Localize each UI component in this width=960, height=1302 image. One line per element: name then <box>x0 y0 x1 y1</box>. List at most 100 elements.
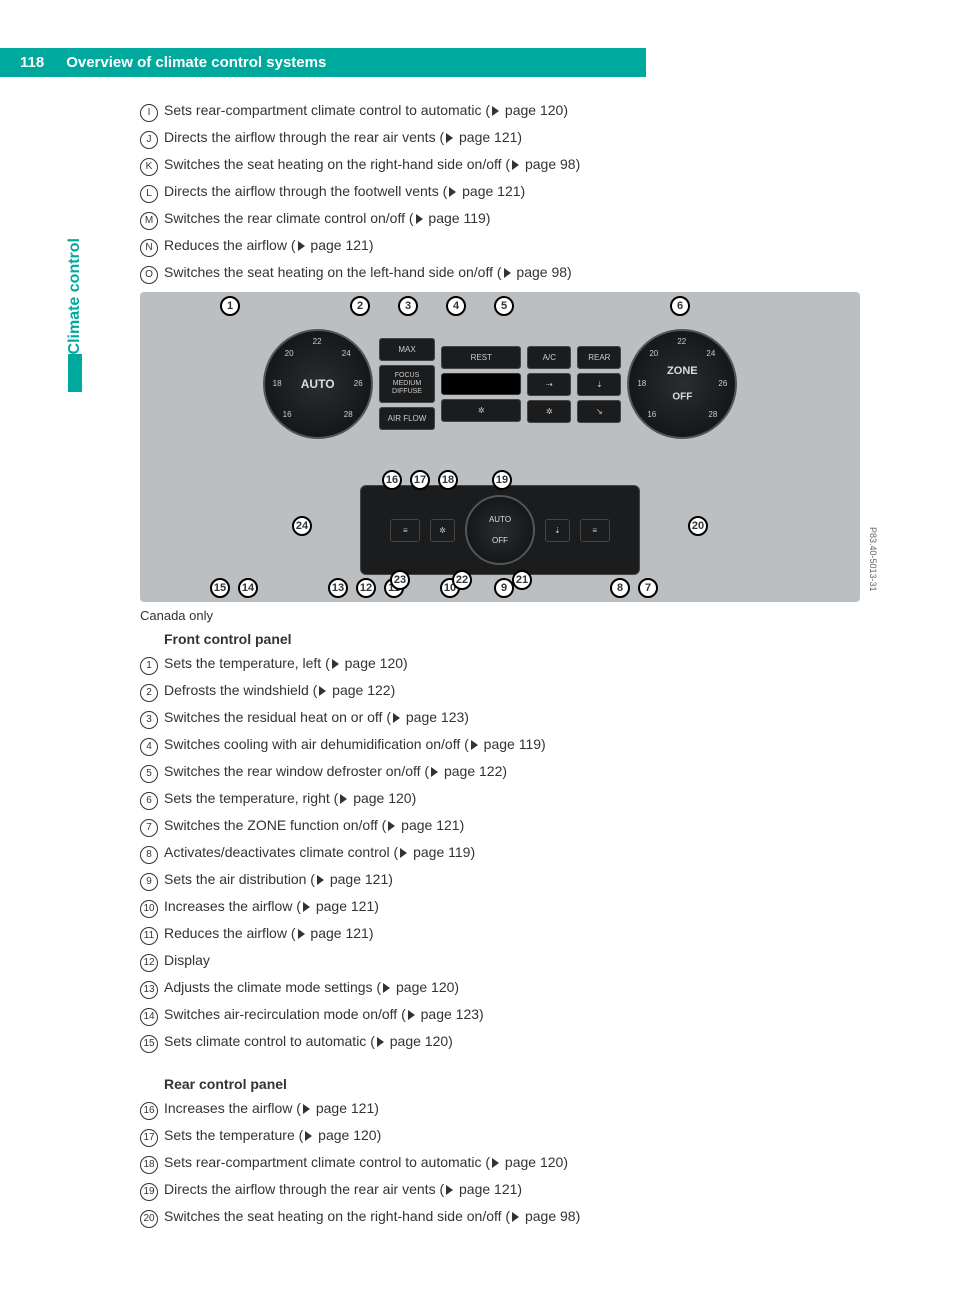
list-item: 12Display <box>140 950 860 972</box>
rear-panel-diagram: 16 17 18 19 24 ≡ ✲ AUTO OFF ⇣ ≡ 20 23 <box>152 470 848 590</box>
display-bars <box>441 373 521 395</box>
list-item: 3Switches the residual heat on or off ( … <box>140 707 860 729</box>
triangle-icon <box>317 875 324 885</box>
item-marker: 17 <box>140 1125 164 1147</box>
figure-caption: Canada only <box>140 608 860 623</box>
item-text: Defrosts the windshield ( page 122) <box>164 680 860 701</box>
item-text: Adjusts the climate mode settings ( page… <box>164 977 860 998</box>
rear-vent: ⇣ <box>545 519 570 542</box>
callout-2: 2 <box>350 296 370 316</box>
triangle-icon <box>492 1158 499 1168</box>
callout-20: 20 <box>688 516 708 536</box>
item-text: Switches the residual heat on or off ( p… <box>164 707 860 728</box>
front-panel-title: Front control panel <box>164 631 860 647</box>
item-marker: 5 <box>140 761 164 783</box>
list-item: 5Switches the rear window defroster on/o… <box>140 761 860 783</box>
triangle-icon <box>340 794 347 804</box>
rear-temp-dial: AUTO OFF <box>465 495 535 565</box>
triangle-icon <box>446 1185 453 1195</box>
list-item: 14Switches air-recirculation mode on/off… <box>140 1004 860 1026</box>
button-column-1: MAX FOCUS MEDIUM DIFFUSE AIR FLOW <box>379 338 436 429</box>
triangle-icon <box>471 740 478 750</box>
item-marker: L <box>140 181 164 203</box>
item-marker: 16 <box>140 1098 164 1120</box>
item-marker: 11 <box>140 923 164 945</box>
list-item: 8Activates/deactivates climate control (… <box>140 842 860 864</box>
triangle-icon <box>377 1037 384 1047</box>
callout-1: 1 <box>220 296 240 316</box>
list-item: ISets rear-compartment climate control t… <box>140 100 860 122</box>
item-text: Sets rear-compartment climate control to… <box>164 100 860 121</box>
list-item: 16Increases the airflow ( page 121) <box>140 1098 860 1120</box>
list-item: 4Switches cooling with air dehumidificat… <box>140 734 860 756</box>
item-marker: 20 <box>140 1206 164 1228</box>
list-item: 9Sets the air distribution ( page 121) <box>140 869 860 891</box>
callout-3: 3 <box>398 296 418 316</box>
rear-button: REAR <box>577 346 621 369</box>
vent-button: ⇢ <box>527 373 571 396</box>
item-text: Display <box>164 950 860 971</box>
item-text: Sets the temperature ( page 120) <box>164 1125 860 1146</box>
list-item: LDirects the airflow through the footwel… <box>140 181 860 203</box>
footwell-button: ↘ <box>577 400 621 423</box>
callout-5: 5 <box>494 296 514 316</box>
fan-button: ✲ <box>441 399 521 422</box>
item-text: Reduces the airflow ( page 121) <box>164 923 860 944</box>
list-item: 1Sets the temperature, left ( page 120) <box>140 653 860 675</box>
triangle-icon <box>298 241 305 251</box>
item-text: Sets climate control to automatic ( page… <box>164 1031 860 1052</box>
top-item-list: ISets rear-compartment climate control t… <box>140 100 860 284</box>
item-marker: 15 <box>140 1031 164 1053</box>
triangle-icon <box>431 767 438 777</box>
list-item: 20Switches the seat heating on the right… <box>140 1206 860 1228</box>
item-marker: 2 <box>140 680 164 702</box>
item-text: Activates/deactivates climate control ( … <box>164 842 860 863</box>
list-item: 10Increases the airflow ( page 121) <box>140 896 860 918</box>
item-marker: 1 <box>140 653 164 675</box>
list-item: OSwitches the seat heating on the left-h… <box>140 262 860 284</box>
list-item: 7Switches the ZONE function on/off ( pag… <box>140 815 860 837</box>
item-marker: M <box>140 208 164 230</box>
item-marker: K <box>140 154 164 176</box>
triangle-icon <box>298 929 305 939</box>
triangle-icon <box>416 214 423 224</box>
front-panel-diagram: 1 2 3 4 5 6 AUTO 22 20 24 18 26 16 28 MA… <box>152 304 848 464</box>
page-number: 118 <box>0 48 54 77</box>
list-item: 13Adjusts the climate mode settings ( pa… <box>140 977 860 999</box>
figure-panel: 1 2 3 4 5 6 AUTO 22 20 24 18 26 16 28 MA… <box>140 292 860 602</box>
item-text: Switches the ZONE function on/off ( page… <box>164 815 860 836</box>
callout-18: 18 <box>438 470 458 490</box>
item-marker: 14 <box>140 1004 164 1026</box>
list-item: 17Sets the temperature ( page 120) <box>140 1125 860 1147</box>
button-column-3: A/C ⇢ ✲ <box>527 346 571 423</box>
item-marker: I <box>140 100 164 122</box>
triangle-icon <box>305 1131 312 1141</box>
callout-21: 21 <box>512 570 532 590</box>
item-marker: 10 <box>140 896 164 918</box>
triangle-icon <box>332 659 339 669</box>
triangle-icon <box>388 821 395 831</box>
item-text: Switches the seat heating on the left-ha… <box>164 262 860 283</box>
triangle-icon <box>303 1104 310 1114</box>
page-header: 118 Overview of climate control systems <box>0 48 646 77</box>
item-text: Increases the airflow ( page 121) <box>164 1098 860 1119</box>
rear-item-list: 16Increases the airflow ( page 121)17Set… <box>140 1098 860 1228</box>
list-item: 18Sets rear-compartment climate control … <box>140 1152 860 1174</box>
list-item: JDirects the airflow through the rear ai… <box>140 127 860 149</box>
list-item: 6Sets the temperature, right ( page 120) <box>140 788 860 810</box>
triangle-icon <box>408 1010 415 1020</box>
callout-19: 19 <box>492 470 512 490</box>
item-text: Sets the temperature, left ( page 120) <box>164 653 860 674</box>
rear-seat-heat-right: ≡ <box>580 519 610 542</box>
front-item-list: 1Sets the temperature, left ( page 120)2… <box>140 653 860 1053</box>
triangle-icon <box>319 686 326 696</box>
mode-button: FOCUS MEDIUM DIFFUSE <box>379 365 436 402</box>
item-text: Switches air-recirculation mode on/off (… <box>164 1004 860 1025</box>
item-marker: 8 <box>140 842 164 864</box>
triangle-icon <box>449 187 456 197</box>
triangle-icon <box>383 983 390 993</box>
item-text: Sets rear-compartment climate control to… <box>164 1152 860 1173</box>
callout-4: 4 <box>446 296 466 316</box>
item-marker: 19 <box>140 1179 164 1201</box>
item-text: Reduces the airflow ( page 121) <box>164 235 860 256</box>
